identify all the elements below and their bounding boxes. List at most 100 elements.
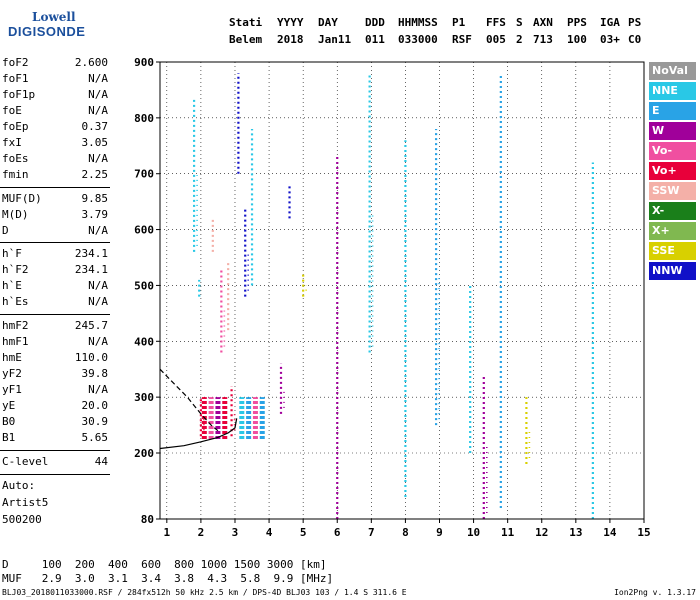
header-value: 2 bbox=[516, 33, 523, 46]
header-value: C0 bbox=[628, 33, 642, 46]
header-label: S bbox=[516, 16, 523, 29]
x-tick-label: 1 bbox=[164, 526, 171, 539]
param-row: h`F 234.1 bbox=[2, 247, 108, 263]
y-tick-label: 600 bbox=[134, 224, 154, 237]
param-row: hmF1 N/A bbox=[2, 335, 108, 351]
param-row: D N/A bbox=[2, 224, 108, 240]
lowell-digisonde-logo: Lowell DIGISONDE bbox=[4, 6, 164, 46]
header-label: P1 bbox=[452, 16, 466, 29]
param-row: yE 20.0 bbox=[2, 399, 108, 415]
param-name: yF2 bbox=[2, 367, 22, 380]
param-name: M(D) bbox=[2, 208, 29, 221]
legend-x-plus: X+ bbox=[649, 222, 696, 240]
trace-curves bbox=[159, 368, 238, 450]
autoscale-version: 500200 bbox=[2, 513, 42, 526]
param-row: h`E N/A bbox=[2, 279, 108, 295]
header-value: 03+ bbox=[600, 33, 620, 46]
x-tick-label: 9 bbox=[436, 526, 443, 539]
param-value: 234.1 bbox=[74, 263, 108, 276]
param-row: foF1 N/A bbox=[2, 72, 108, 88]
header-label: PPS bbox=[567, 16, 587, 29]
param-value: N/A bbox=[88, 88, 108, 101]
chart-grid bbox=[160, 62, 644, 519]
param-row: h`Es N/A bbox=[2, 295, 108, 311]
version-label: Ion2Png v. 1.3.17 bbox=[614, 588, 696, 597]
legend-sse: SSE bbox=[649, 242, 696, 260]
param-name: foE bbox=[2, 104, 22, 117]
axis-ticks: 1 2 3 4 5 6 7 8 9 10 11 12 13 14 158020030040050060070… bbox=[134, 56, 651, 539]
param-value: 39.8 bbox=[81, 367, 109, 380]
param-value: 5.65 bbox=[81, 431, 109, 444]
param-value: N/A bbox=[88, 295, 108, 308]
y-tick-label: 900 bbox=[134, 56, 154, 69]
y-tick-label: 700 bbox=[134, 168, 154, 181]
header-label: AXN bbox=[533, 16, 553, 29]
x-tick-label: 12 bbox=[535, 526, 548, 539]
distance-row: D 100 200 400 600 800 1000 1500 3000 [km… bbox=[2, 558, 327, 571]
param-value: 44 bbox=[94, 455, 108, 468]
param-row: foEs N/A bbox=[2, 152, 108, 168]
param-name: yE bbox=[2, 399, 16, 412]
param-name: B0 bbox=[2, 415, 16, 428]
param-row: yF1 N/A bbox=[2, 383, 108, 399]
param-name: h`F2 bbox=[2, 263, 29, 276]
y-tick-label: 500 bbox=[134, 279, 154, 292]
param-value: 3.79 bbox=[81, 208, 109, 221]
param-name: MUF(D) bbox=[2, 192, 42, 205]
param-row: B0 30.9 bbox=[2, 415, 108, 431]
muf-row: MUF 2.9 3.0 3.1 3.4 3.8 4.3 5.8 9.9 [MHz… bbox=[2, 572, 334, 585]
x-tick-label: 3 bbox=[232, 526, 239, 539]
y-tick-label: 200 bbox=[134, 447, 154, 460]
header-label: PS bbox=[628, 16, 642, 29]
y-tick-label: 400 bbox=[134, 335, 154, 348]
legend-vo-minus: Vo- bbox=[649, 142, 696, 160]
param-value: N/A bbox=[88, 335, 108, 348]
header-value: 033000 bbox=[398, 33, 438, 46]
x-tick-label: 14 bbox=[603, 526, 617, 539]
param-row: foF1p N/A bbox=[2, 88, 108, 104]
param-name: foF2 bbox=[2, 56, 29, 69]
x-tick-label: 13 bbox=[569, 526, 582, 539]
legend-nne: NNE bbox=[649, 82, 696, 100]
param-name: foF1 bbox=[2, 72, 29, 85]
param-row: foEp 0.37 bbox=[2, 120, 108, 136]
station-header: Stati YYYY DAY DDD HHMMSS P1 FFS S AXN P… bbox=[0, 16, 700, 50]
param-row: hmF2 245.7 bbox=[2, 319, 108, 335]
fitted-trace-curve bbox=[159, 418, 238, 450]
autoscale-label: Auto: bbox=[2, 479, 36, 492]
param-value: N/A bbox=[88, 279, 108, 292]
param-name: hmE bbox=[2, 351, 22, 364]
param-value: 2.600 bbox=[74, 56, 108, 69]
param-name: h`F bbox=[2, 247, 22, 260]
param-name: C-level bbox=[2, 455, 49, 468]
header-value: Jan11 bbox=[318, 33, 352, 46]
param-row: fxI 3.05 bbox=[2, 136, 108, 152]
param-row: foF2 2.600 bbox=[2, 56, 108, 72]
autoscale-program: Artist5 bbox=[2, 496, 49, 509]
param-name: hmF2 bbox=[2, 319, 29, 332]
param-value: N/A bbox=[88, 224, 108, 237]
header-label: DAY bbox=[318, 16, 338, 29]
header-label: Stati bbox=[229, 16, 263, 29]
header-label: FFS bbox=[486, 16, 506, 29]
param-value: N/A bbox=[88, 104, 108, 117]
param-row: foE N/A bbox=[2, 104, 108, 120]
x-tick-label: 5 bbox=[300, 526, 307, 539]
y-tick-label: 300 bbox=[134, 391, 154, 404]
header-value: 100 bbox=[567, 33, 587, 46]
param-separator bbox=[0, 187, 110, 188]
x-tick-label: 2 bbox=[198, 526, 205, 539]
legend-ssw: SSW bbox=[649, 182, 696, 200]
param-value: 3.05 bbox=[81, 136, 109, 149]
param-name: D bbox=[2, 224, 9, 237]
header-value: 005 bbox=[486, 33, 506, 46]
param-row: B1 5.65 bbox=[2, 431, 108, 447]
param-separator bbox=[0, 314, 110, 315]
param-value: N/A bbox=[88, 383, 108, 396]
header-value: 011 bbox=[365, 33, 385, 46]
param-row: yF2 39.8 bbox=[2, 367, 108, 383]
header-value: Belem bbox=[229, 33, 263, 46]
y-tick-label: 80 bbox=[141, 513, 154, 526]
param-row: MUF(D) 9.85 bbox=[2, 192, 108, 208]
param-value: N/A bbox=[88, 152, 108, 165]
